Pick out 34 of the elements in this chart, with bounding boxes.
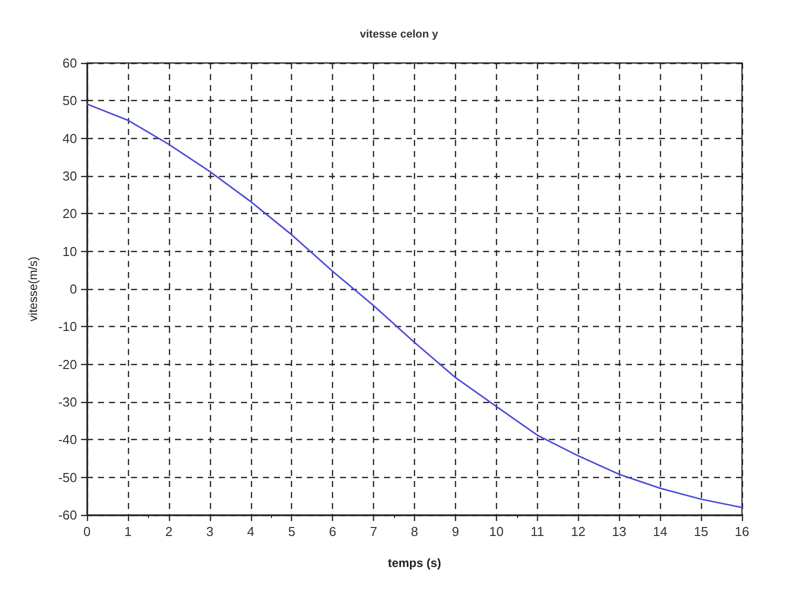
x-tick-label: 0 [83,524,91,539]
y-tick-label: -60 [58,508,77,522]
x-tick-label: 13 [612,524,626,539]
y-tick-label: 40 [62,130,77,146]
y-tick-label: 10 [62,244,77,259]
y-tick-label: -10 [58,319,77,334]
x-tick-label: 14 [652,524,668,539]
y-tick-label: -40 [58,432,77,448]
y-tick-label: 30 [62,168,77,184]
y-tick-label: 0 [70,282,77,296]
chart-title: vitesse celon y [360,28,440,40]
x-tick-label: 1 [124,524,132,539]
y-axis-title: vitesse(m/s) [26,256,40,322]
x-tick-label: 9 [452,524,460,539]
x-axis-title: temps (s) [388,556,442,570]
x-tick-label: 2 [165,524,172,539]
y-tick-label: -30 [58,394,77,410]
line-series [86,103,743,508]
x-tick-label: 3 [206,524,214,539]
x-tick-label: 12 [571,524,586,539]
x-tick-label: 6 [329,524,336,539]
y-tick-label: -50 [58,470,77,485]
y-tick-label: -20 [58,356,77,372]
x-tick-label: 15 [694,524,708,539]
x-tick-label: 16 [734,524,750,539]
y-tick-label: 20 [62,206,77,222]
y-tick-label: 50 [62,93,77,108]
x-tick-label: 10 [489,524,504,539]
x-tick-label: 7 [370,524,378,539]
x-tick-label: 8 [410,524,418,539]
x-tick-label: 5 [288,524,296,539]
y-tick-label: 60 [62,56,77,70]
x-tick-label: 4 [247,524,254,539]
x-tick-label: 11 [530,524,544,539]
